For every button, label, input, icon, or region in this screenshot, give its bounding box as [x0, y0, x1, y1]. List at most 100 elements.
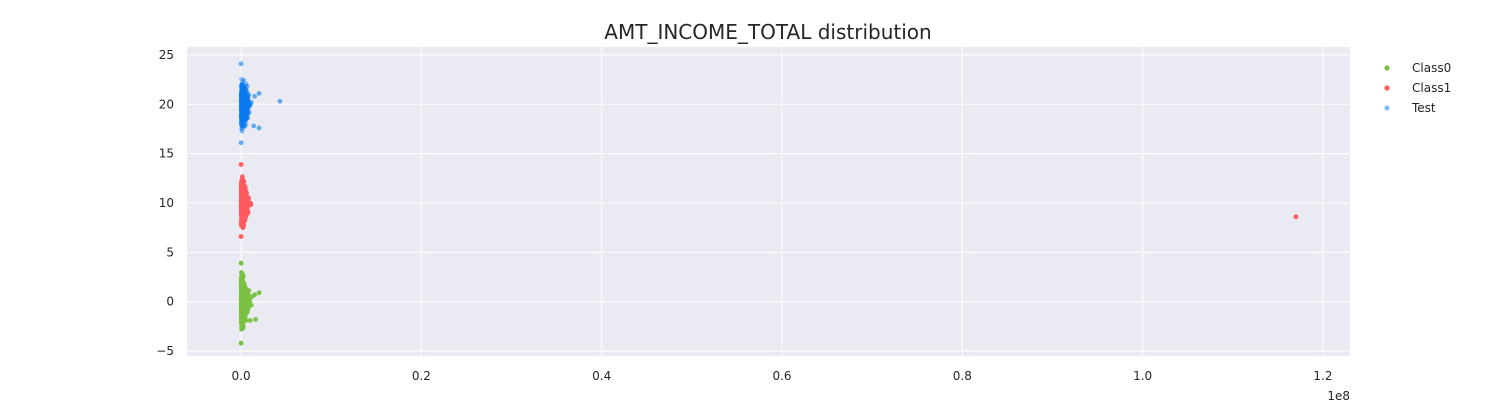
data-point — [240, 98, 246, 104]
data-point — [239, 83, 245, 88]
data-point — [239, 82, 245, 88]
data-point — [238, 93, 244, 99]
data-point — [239, 84, 245, 90]
data-point — [241, 93, 247, 99]
data-point — [244, 106, 249, 111]
data-point — [243, 102, 248, 108]
data-point — [238, 99, 244, 104]
data-point — [239, 113, 244, 119]
data-point — [238, 115, 244, 120]
data-point — [239, 117, 245, 122]
data-point — [241, 116, 246, 121]
data-point — [241, 100, 246, 105]
data-point — [240, 98, 246, 104]
data-point — [240, 97, 246, 103]
data-point — [239, 95, 244, 101]
data-point — [243, 83, 249, 89]
data-point — [240, 115, 245, 121]
data-point — [244, 106, 249, 112]
data-point — [241, 115, 246, 121]
data-point — [239, 109, 245, 115]
data-point — [239, 96, 245, 101]
data-point — [240, 96, 245, 102]
data-point — [239, 102, 245, 107]
data-point — [240, 90, 246, 95]
data-point — [238, 112, 244, 117]
data-point — [240, 286, 246, 292]
data-point — [238, 260, 244, 266]
data-point — [240, 97, 246, 102]
data-point — [244, 112, 249, 118]
data-point — [245, 98, 250, 103]
data-point — [238, 120, 244, 126]
data-point — [239, 126, 245, 131]
data-point — [242, 99, 247, 105]
data-point — [243, 96, 249, 102]
data-point — [244, 106, 250, 112]
data-point — [238, 103, 244, 108]
data-point — [246, 111, 251, 116]
data-point — [241, 104, 247, 109]
data-point — [242, 102, 248, 107]
data-point — [240, 95, 245, 101]
data-point — [239, 115, 245, 121]
data-point — [239, 107, 244, 113]
data-point — [240, 90, 245, 95]
data-point — [241, 115, 247, 120]
data-point — [243, 87, 249, 92]
data-point — [243, 87, 249, 92]
legend-marker-test — [1384, 105, 1390, 111]
data-point — [239, 99, 245, 105]
data-point — [241, 110, 247, 116]
data-point — [239, 98, 245, 104]
data-point — [247, 109, 252, 115]
data-point — [241, 83, 246, 89]
data-point — [243, 105, 249, 111]
x-axis: 0.0 0.2 0.4 0.6 0.8 1.0 1.2 — [232, 369, 1333, 383]
data-point — [277, 98, 283, 104]
data-point — [240, 114, 246, 120]
data-point — [243, 89, 249, 95]
data-point — [238, 103, 244, 108]
data-point — [239, 103, 244, 109]
data-point — [240, 98, 246, 103]
data-point — [240, 117, 246, 122]
data-point — [240, 100, 245, 105]
data-point — [239, 99, 245, 105]
data-point — [239, 223, 244, 228]
data-point — [239, 115, 245, 121]
data-point — [244, 105, 249, 111]
data-point — [241, 109, 247, 115]
data-point — [240, 89, 245, 95]
data-point — [239, 104, 245, 109]
data-point — [240, 99, 245, 105]
data-point — [243, 110, 248, 115]
data-point — [239, 119, 244, 125]
data-point — [240, 107, 245, 113]
data-point — [242, 117, 248, 123]
data-point — [240, 111, 245, 116]
data-point — [239, 113, 244, 119]
data-point — [242, 121, 248, 126]
data-point — [240, 122, 246, 127]
data-point — [242, 106, 247, 112]
data-point — [238, 99, 244, 105]
data-point — [239, 89, 244, 94]
data-point — [241, 116, 246, 122]
data-point — [240, 93, 246, 98]
data-point — [242, 98, 248, 103]
data-point — [242, 99, 247, 104]
data-point — [240, 95, 246, 101]
data-point — [243, 102, 249, 107]
data-point — [241, 88, 247, 93]
data-point — [239, 99, 244, 105]
data-point — [244, 116, 249, 121]
data-point — [242, 100, 248, 106]
data-point — [240, 99, 245, 105]
data-point — [245, 96, 250, 102]
data-point — [239, 108, 245, 113]
data-point — [239, 128, 245, 134]
data-point — [241, 113, 246, 119]
data-point — [241, 123, 247, 129]
